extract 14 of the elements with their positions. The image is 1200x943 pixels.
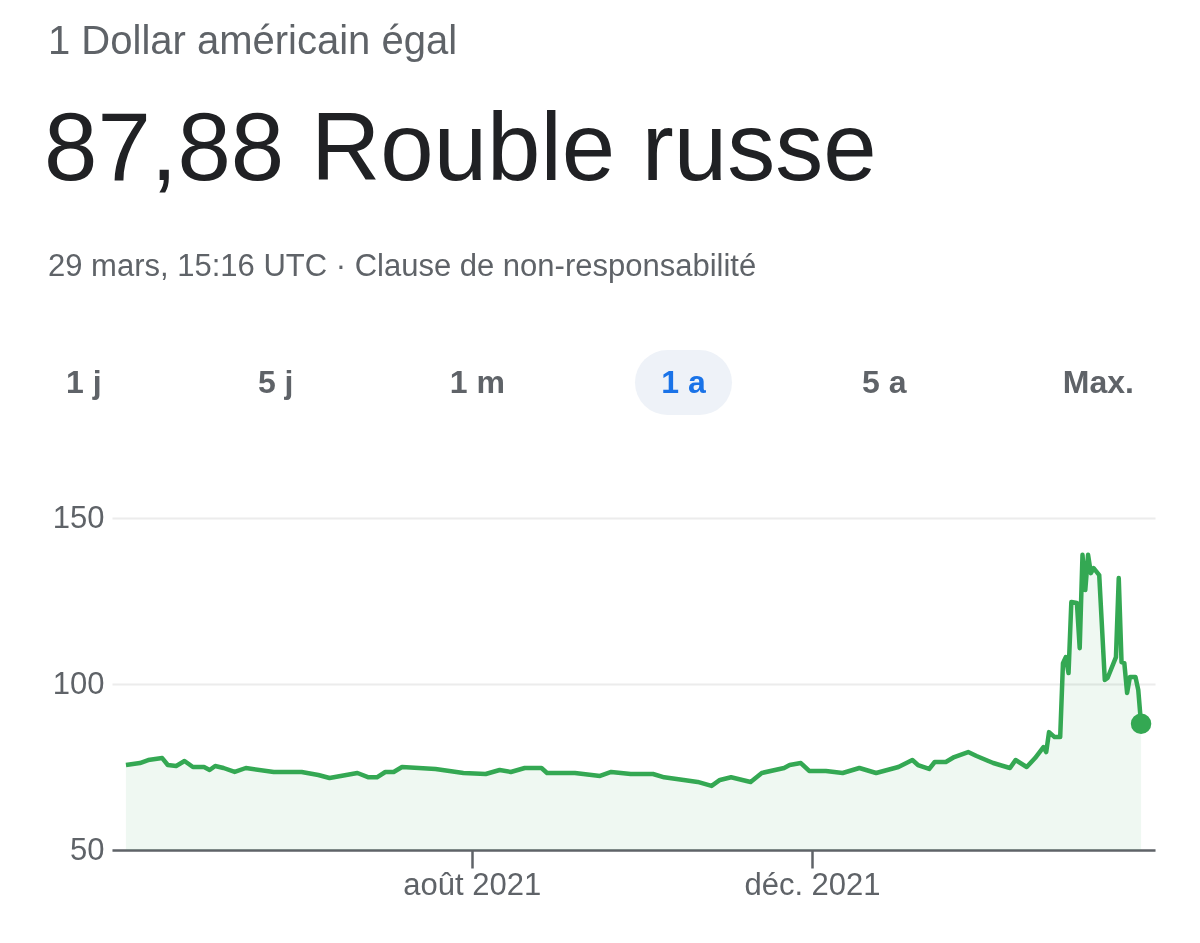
text: 1 m [448, 363, 506, 402]
y-tick-label: 50 [70, 831, 105, 867]
text: 1 j [65, 363, 103, 402]
text: 5 j [256, 363, 295, 402]
text: 5 a [861, 363, 908, 402]
text: Max. [1061, 363, 1135, 402]
text: 29 mars, 15:16 UTC · Clause de non-responsabilité [48, 248, 757, 284]
x-tick-label: août 2021 [403, 866, 542, 902]
x-tick-label: déc. 2021 [744, 866, 881, 902]
y-tick-label: 150 [52, 499, 105, 535]
chart-subtitle: 87,88 Rouble russe [44, 92, 877, 202]
y-tick-label: 100 [52, 665, 105, 701]
chart-title: 1 Dollar américain égal [48, 18, 458, 63]
text: 1 a [635, 350, 732, 415]
